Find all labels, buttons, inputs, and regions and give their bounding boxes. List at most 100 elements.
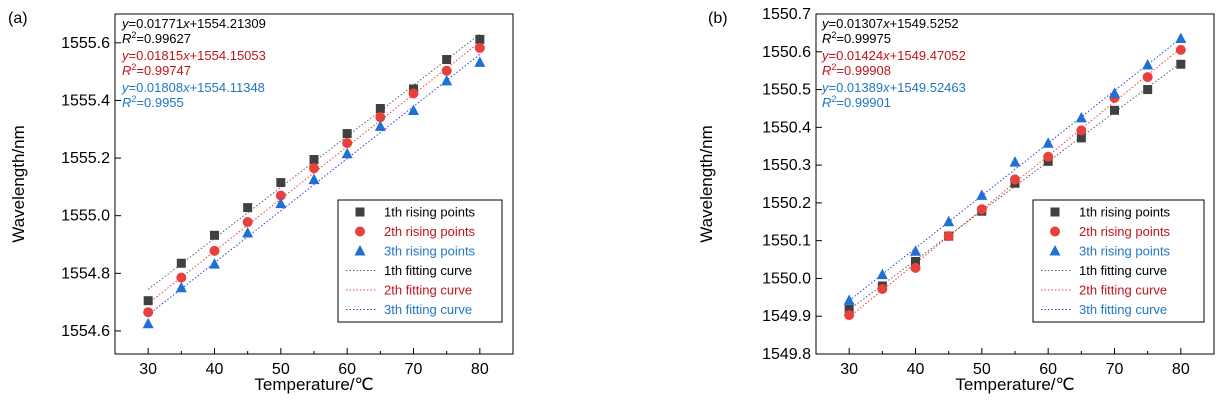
data-point bbox=[374, 120, 386, 131]
data-point bbox=[1110, 105, 1119, 115]
data-point bbox=[441, 65, 452, 76]
legend-box bbox=[337, 199, 503, 323]
data-point bbox=[843, 294, 855, 305]
legend-a: 1th rising points 2th rising points 3th ri… bbox=[337, 199, 503, 323]
y-tick-label: 1550.0 bbox=[762, 270, 811, 287]
x-tick-label: 50 bbox=[272, 361, 290, 378]
data-point bbox=[242, 226, 254, 238]
legend-label: 1th fitting curve bbox=[1079, 263, 1167, 278]
data-point bbox=[1175, 44, 1186, 55]
markers-a bbox=[142, 34, 486, 329]
r-squared: R2=0.99975 bbox=[822, 30, 891, 46]
x-tick-label: 50 bbox=[973, 361, 991, 378]
data-point bbox=[1043, 151, 1054, 162]
data-point bbox=[143, 307, 154, 318]
fit-equation: y=0.01424x+1549.47052 bbox=[821, 48, 966, 63]
y-tick-label: 1550.1 bbox=[762, 233, 811, 250]
data-point bbox=[976, 204, 987, 215]
legend-marker bbox=[1049, 245, 1061, 256]
data-point bbox=[143, 296, 153, 306]
legend-label: 3th rising points bbox=[384, 244, 476, 259]
data-point bbox=[210, 230, 219, 240]
legend-marker bbox=[354, 245, 366, 256]
markers-b bbox=[843, 32, 1187, 321]
data-point bbox=[876, 268, 888, 280]
legend-label: 3th rising points bbox=[1079, 244, 1171, 259]
x-tick-label: 80 bbox=[471, 361, 489, 378]
x-tick-label: 60 bbox=[1039, 361, 1057, 378]
data-point bbox=[243, 203, 253, 213]
legend-label: 2th rising points bbox=[384, 224, 476, 239]
fit-equation: y=0.01771x+1554.21309 bbox=[121, 16, 266, 31]
x-axis-label: Temperature/℃ bbox=[955, 375, 1074, 394]
data-point bbox=[1109, 87, 1120, 98]
y-axis-label: Wavelength/nm bbox=[9, 125, 28, 242]
y-tick-label: 1550.6 bbox=[762, 44, 811, 61]
r-squared: R2=0.99901 bbox=[822, 94, 891, 110]
data-point bbox=[1176, 59, 1186, 69]
y-tick-label: 1555.6 bbox=[61, 35, 110, 52]
y-tick-label: 1555.0 bbox=[61, 208, 110, 225]
legend-label: 3th fitting curve bbox=[384, 302, 472, 317]
x-tick-label: 40 bbox=[206, 361, 224, 378]
legend-label: 2th rising points bbox=[1079, 224, 1171, 239]
data-point bbox=[342, 129, 352, 139]
panel-label: (b) bbox=[708, 10, 728, 27]
data-point bbox=[943, 231, 954, 242]
y-tick-label: 1550.7 bbox=[762, 6, 811, 23]
data-point bbox=[911, 256, 920, 266]
data-point bbox=[1142, 59, 1154, 70]
data-point bbox=[910, 245, 921, 256]
data-point bbox=[408, 88, 419, 99]
data-point bbox=[474, 56, 486, 67]
data-point bbox=[276, 178, 286, 188]
fit-line bbox=[848, 37, 1182, 302]
x-axis-label: Temperature/℃ bbox=[254, 375, 373, 394]
fit-equation: y=0.01808x+1554.11348 bbox=[121, 80, 265, 95]
data-point bbox=[1143, 85, 1153, 95]
y-tick-label: 1550.5 bbox=[762, 82, 811, 99]
ticks-a: 30 40 50 60 70 80 1554.6 1554.8 1555.0 1555.2 1555… bbox=[61, 35, 514, 378]
data-point bbox=[1009, 156, 1021, 167]
fit-equation: y=0.01815x+1554.15053 bbox=[121, 48, 266, 63]
data-point bbox=[1075, 111, 1087, 123]
y-axis-label: Wavelength/nm bbox=[697, 125, 716, 242]
data-point bbox=[475, 34, 485, 44]
fit-equation: y=0.01389x+1549.52463 bbox=[821, 80, 966, 95]
data-point bbox=[976, 189, 988, 200]
fit-line bbox=[147, 53, 481, 316]
data-point bbox=[176, 272, 187, 283]
data-point bbox=[1175, 32, 1187, 44]
x-tick-label: 40 bbox=[907, 361, 925, 378]
x-tick-label: 30 bbox=[139, 361, 157, 378]
legend-marker bbox=[1050, 226, 1060, 237]
legend-marker bbox=[1050, 207, 1060, 217]
data-point bbox=[209, 258, 220, 269]
legend-marker bbox=[355, 226, 365, 237]
data-point bbox=[1010, 174, 1020, 185]
x-tick-label: 70 bbox=[1106, 361, 1124, 378]
legend-label: 2th fitting curve bbox=[1079, 283, 1167, 298]
data-point bbox=[308, 173, 320, 185]
x-tick-label: 30 bbox=[840, 361, 858, 378]
data-point bbox=[209, 245, 220, 256]
data-point bbox=[1042, 137, 1054, 148]
r-squared: R2=0.99908 bbox=[822, 62, 891, 78]
x-tick-label: 80 bbox=[1172, 361, 1190, 378]
y-tick-label: 1555.4 bbox=[61, 92, 110, 109]
y-tick-label: 1549.8 bbox=[762, 346, 811, 363]
data-point bbox=[474, 43, 485, 53]
data-point bbox=[943, 215, 955, 227]
y-tick-label: 1555.2 bbox=[61, 150, 110, 167]
x-tick-label: 60 bbox=[338, 361, 356, 378]
fit-equation: y=0.01307x+1549.5252 bbox=[821, 16, 959, 31]
data-point bbox=[375, 104, 385, 114]
y-tick-label: 1554.8 bbox=[61, 265, 110, 282]
data-point bbox=[275, 197, 287, 209]
x-tick-label: 70 bbox=[405, 361, 423, 378]
data-point bbox=[910, 262, 921, 273]
ticks-b: 30 40 50 60 70 80 1549.8 1549.9 1550.0 1550.1 1550… bbox=[762, 6, 1215, 378]
